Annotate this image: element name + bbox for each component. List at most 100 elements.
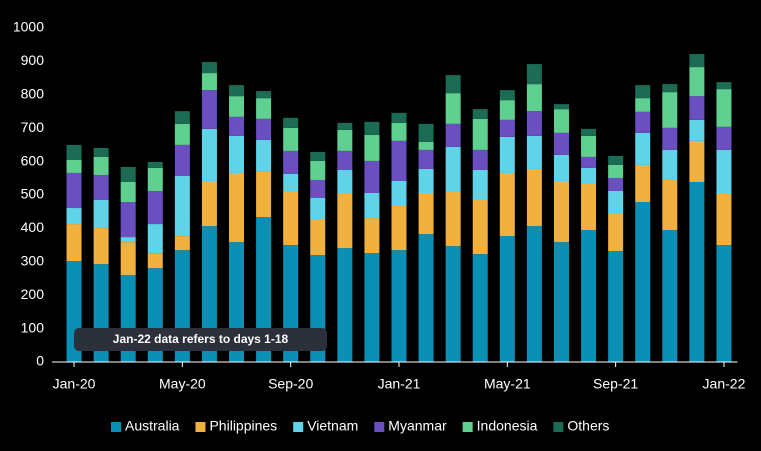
bar-segment	[256, 217, 272, 362]
legend-label: Vietnam	[307, 418, 358, 434]
bar-segment	[472, 199, 488, 255]
bar-segment	[66, 144, 82, 160]
bar-segment	[229, 172, 245, 243]
bar-segment	[689, 181, 705, 362]
bar-segment	[418, 234, 434, 362]
legend-label: Myanmar	[388, 418, 447, 434]
legend-label: Philippines	[209, 418, 277, 434]
bar-segment	[364, 192, 380, 219]
legend-label: Australia	[125, 418, 180, 434]
bar-segment	[499, 136, 515, 173]
bar-segment	[93, 156, 109, 175]
y-tick-label: 400	[21, 219, 45, 235]
bar-segment	[310, 198, 326, 220]
bar-segment	[526, 226, 542, 362]
x-tick-label: May-20	[159, 376, 206, 392]
x-tick-label: May-21	[484, 376, 531, 392]
bar-segment	[662, 230, 678, 362]
y-tick-label: 500	[21, 186, 45, 202]
bar-segment	[716, 193, 732, 246]
bar-segment	[147, 253, 163, 269]
bar-segment	[445, 146, 461, 192]
bar-segment	[499, 100, 515, 120]
x-tick-label: Jan-21	[378, 376, 421, 392]
legend-label: Others	[567, 418, 609, 434]
bar-segment	[120, 181, 136, 203]
bar-segment	[418, 141, 434, 150]
bar-segment	[418, 149, 434, 169]
bar-segment	[581, 167, 597, 184]
bar-segment	[635, 85, 651, 99]
legend-swatch	[462, 422, 473, 432]
bar-segment	[553, 180, 569, 243]
bar-segment	[526, 168, 542, 227]
bar-segment	[581, 135, 597, 157]
bar-segment	[337, 169, 353, 194]
bar-segment	[201, 128, 217, 181]
bar-segment	[229, 85, 245, 97]
bar-segment	[689, 54, 705, 68]
bar-segment	[689, 119, 705, 141]
bar-segment	[391, 180, 407, 207]
bar-segment	[283, 173, 299, 191]
y-tick-label: 700	[21, 119, 45, 135]
bar-segment	[66, 208, 82, 225]
bar-segment	[445, 123, 461, 147]
bar-segment	[283, 150, 299, 174]
bar-segment	[256, 91, 272, 99]
bar-segment	[553, 154, 569, 181]
bar-segment	[337, 193, 353, 249]
bar-segment	[174, 236, 190, 251]
bar-segment	[93, 228, 109, 265]
bar-segment	[256, 139, 272, 172]
bar-segment	[472, 169, 488, 200]
y-tick-label: 800	[21, 86, 45, 102]
bar-segment	[526, 135, 542, 169]
bar-segment	[364, 253, 380, 362]
bar-segment	[174, 144, 190, 176]
bar-segment	[472, 254, 488, 362]
bar-segment	[337, 122, 353, 130]
bar-segment	[66, 224, 82, 262]
bar-segment	[445, 75, 461, 94]
bar-segment	[499, 90, 515, 101]
bar-segment	[716, 89, 732, 127]
bar-segment	[472, 118, 488, 150]
annotation: Jan-22 data refers to days 1-18	[113, 332, 289, 346]
bar-segment	[229, 135, 245, 173]
bar-segment	[635, 111, 651, 133]
bar-segment	[716, 126, 732, 150]
bar-segment	[283, 190, 299, 246]
bar-segment	[581, 230, 597, 362]
y-tick-label: 100	[21, 319, 45, 335]
bar-segment	[147, 190, 163, 225]
bar-segment	[283, 127, 299, 151]
bar-segment	[256, 98, 272, 119]
bar-segment	[364, 218, 380, 254]
bar-segment	[499, 236, 515, 362]
x-tick-label: Jan-20	[53, 376, 96, 392]
bar-segment	[93, 147, 109, 157]
legend-swatch	[293, 422, 304, 432]
bar-segment	[689, 67, 705, 97]
bar-segment	[581, 183, 597, 231]
bar-segment	[689, 96, 705, 120]
legend-swatch	[374, 422, 385, 432]
bar-segment	[310, 160, 326, 180]
bar-segment	[526, 84, 542, 112]
bar-segment	[201, 62, 217, 74]
y-tick-label: 200	[21, 286, 45, 302]
bar-segment	[120, 202, 136, 238]
bar-segment	[716, 82, 732, 90]
y-tick-label: 900	[21, 52, 45, 68]
bar-segment	[662, 84, 678, 93]
legend-label: Indonesia	[477, 418, 538, 434]
bar-segment	[147, 224, 163, 254]
bar-segment	[553, 109, 569, 133]
y-tick-label: 1000	[13, 19, 44, 35]
bar-segment	[499, 119, 515, 137]
bar-segment	[120, 242, 136, 276]
legend-swatch	[111, 422, 121, 432]
bar-segment	[581, 128, 597, 136]
